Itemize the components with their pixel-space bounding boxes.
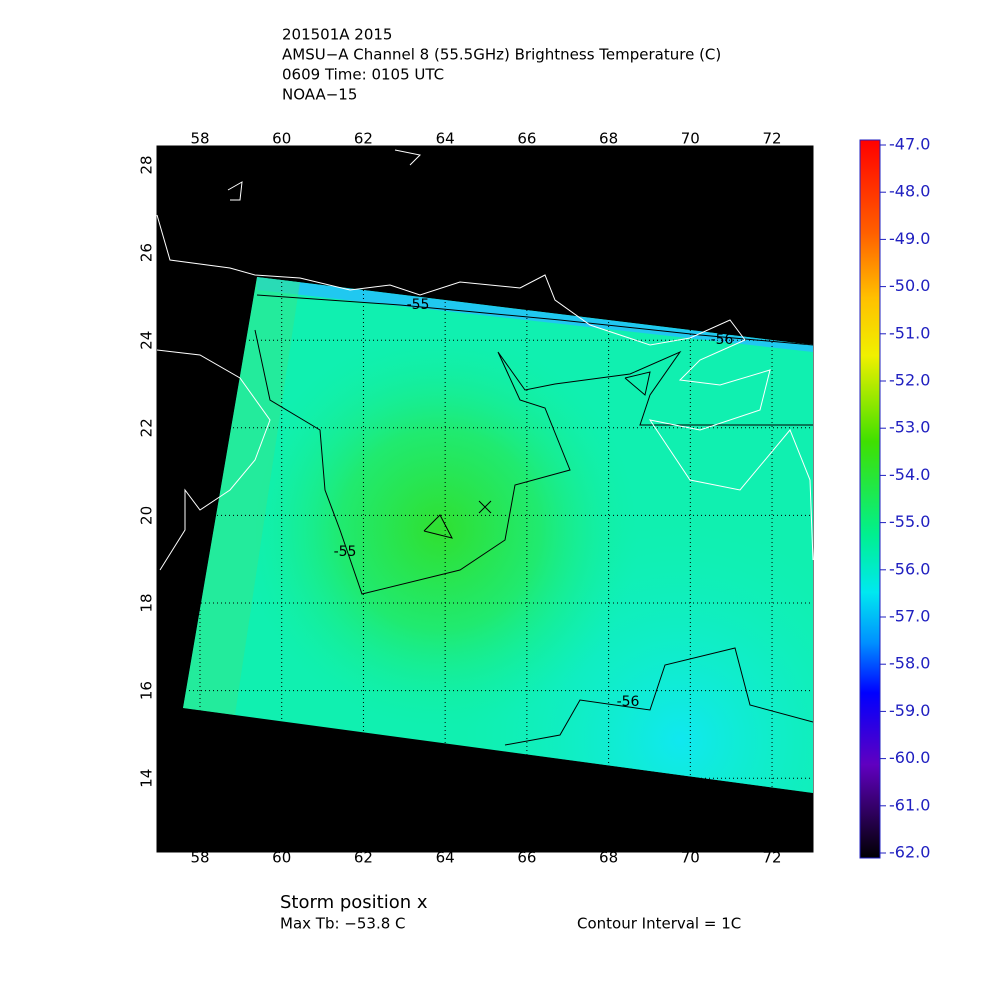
lon-tick-label: 72 xyxy=(762,130,781,148)
lat-tick-label: 22 xyxy=(138,418,156,437)
lat-tick-label: 20 xyxy=(814,506,832,525)
contour-interval: Contour Interval = 1C xyxy=(577,915,741,933)
colorbar-label: -48.0 xyxy=(889,182,930,201)
contour-label: -56 xyxy=(711,332,734,348)
colorbar-label: -60.0 xyxy=(889,748,930,767)
contour-label: -55 xyxy=(407,297,430,313)
lon-tick-label: 64 xyxy=(436,849,455,867)
colorbar xyxy=(859,139,881,859)
colorbar-label: -47.0 xyxy=(889,135,930,154)
lat-tick-label: 16 xyxy=(814,681,832,700)
lat-tick-label: 16 xyxy=(138,681,156,700)
storm-marker xyxy=(478,500,492,514)
colorbar-label: -52.0 xyxy=(889,371,930,390)
header-line: 0609 Time: 0105 UTC xyxy=(282,66,444,84)
lon-tick-label: 66 xyxy=(517,130,536,148)
colorbar-label: -51.0 xyxy=(889,323,930,342)
colorbar-label: -58.0 xyxy=(889,654,930,673)
max-tb: Max Tb: −53.8 C xyxy=(280,915,406,933)
lon-tick-label: 58 xyxy=(190,849,209,867)
lat-tick-label: 18 xyxy=(814,593,832,612)
colorbar-label: -59.0 xyxy=(889,701,930,720)
contours xyxy=(254,294,813,746)
colorbar-label: -54.0 xyxy=(889,465,930,484)
lon-tick-label: 70 xyxy=(681,849,700,867)
lon-tick-label: 66 xyxy=(517,849,536,867)
colorbar-label: -62.0 xyxy=(889,843,930,862)
lon-tick-label: 60 xyxy=(272,849,291,867)
colorbar-label: -61.0 xyxy=(889,795,930,814)
colorbar-label: -57.0 xyxy=(889,607,930,626)
lon-tick-label: 72 xyxy=(762,849,781,867)
coastlines xyxy=(156,149,814,571)
lat-tick-label: 26 xyxy=(814,243,832,262)
lat-tick-label: 14 xyxy=(138,769,156,788)
swath xyxy=(183,277,813,793)
lon-tick-label: 70 xyxy=(681,130,700,148)
lat-tick-label: 28 xyxy=(814,155,832,174)
header-line: NOAA−15 xyxy=(282,86,357,104)
lat-tick-label: 24 xyxy=(814,331,832,350)
lat-tick-label: 26 xyxy=(138,243,156,262)
contour-labels: -55 -55 -56 -56 xyxy=(334,297,734,710)
header-line: 201501A 2015 xyxy=(282,26,392,44)
lat-tick-label: 20 xyxy=(138,506,156,525)
axes: 58 58 60 60 62 62 64 64 66 66 68 68 70 70 72 72 14 14 16 16… xyxy=(138,130,832,867)
lon-tick-label: 62 xyxy=(354,130,373,148)
lon-tick-label: 60 xyxy=(272,130,291,148)
lat-tick-label: 28 xyxy=(138,155,156,174)
colorbar-label: -53.0 xyxy=(889,418,930,437)
lon-tick-label: 64 xyxy=(436,130,455,148)
lat-tick-label: 18 xyxy=(138,593,156,612)
lon-tick-label: 62 xyxy=(354,849,373,867)
contour-label: -55 xyxy=(334,544,357,560)
lat-tick-label: 24 xyxy=(138,331,156,350)
lon-tick-label: 58 xyxy=(190,130,209,148)
contour-label: -56 xyxy=(617,694,640,710)
colorbar-label: -50.0 xyxy=(889,276,930,295)
lon-tick-label: 68 xyxy=(599,849,618,867)
lat-tick-label: 14 xyxy=(814,769,832,788)
storm-label: Storm position x xyxy=(280,892,428,913)
lat-tick-label: 22 xyxy=(814,418,832,437)
colorbar-label: -49.0 xyxy=(889,229,930,248)
colorbar-labels: -47.0 -48.0 -49.0 -50.0 -51.0 -52.0 -53.0 -54.0… xyxy=(880,135,930,862)
colorbar-label: -56.0 xyxy=(889,559,930,578)
header: 201501A 2015 AMSU−A Channel 8 (55.5GHz) B… xyxy=(282,26,721,104)
colorbar-label: -55.0 xyxy=(889,512,930,531)
header-line: AMSU−A Channel 8 (55.5GHz) Brightness Te… xyxy=(282,46,721,64)
lon-tick-label: 68 xyxy=(599,130,618,148)
